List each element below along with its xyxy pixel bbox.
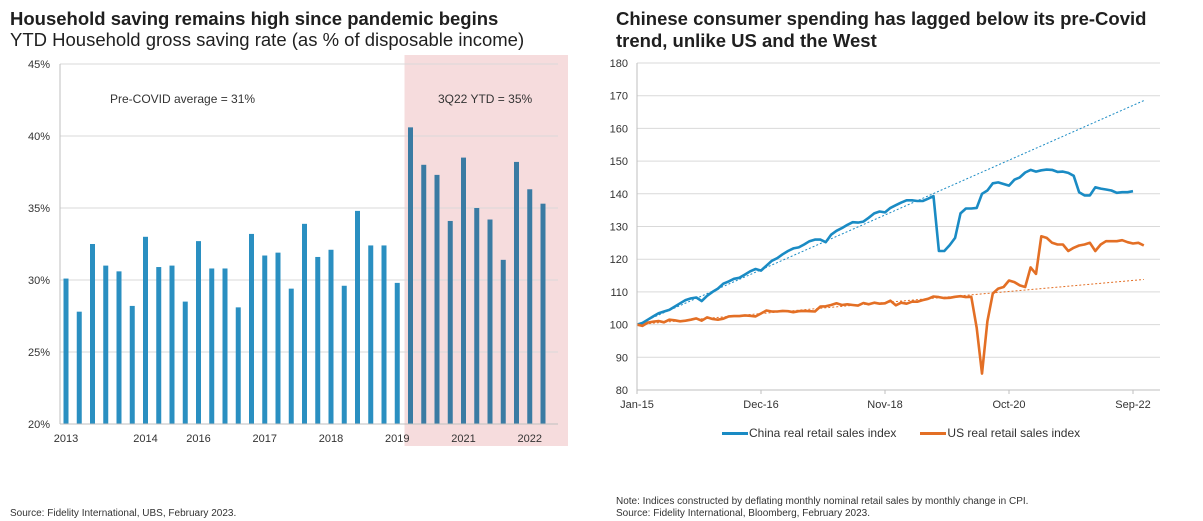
retail-sales-line-chart: 80 90 100 110 120 130 140 150 160 170 180 Jan-15 Dec… [610, 58, 1160, 411]
bar [408, 127, 413, 425]
x-tick-label: 2014 [133, 433, 157, 445]
bar [129, 305, 135, 424]
y-tick-label: 20% [28, 419, 50, 431]
bar [302, 223, 307, 424]
y-tick-label: 40% [28, 131, 50, 143]
bar [103, 265, 109, 424]
y-tick-label: 45% [28, 59, 50, 71]
x-tick-label: Nov-18 [867, 399, 902, 411]
y-tick-label: 100 [610, 320, 628, 332]
bar [275, 252, 281, 424]
bar [196, 241, 201, 424]
right-chart-title-line1: Chinese consumer spending has lagged bel… [616, 8, 1147, 29]
legend-swatch-us [920, 431, 947, 435]
y-tick-label: 160 [610, 123, 628, 135]
y-tick-label: 120 [610, 254, 628, 266]
bar [328, 249, 334, 424]
bar [434, 174, 440, 424]
bar [355, 210, 360, 424]
left-chart-subtitle: YTD Household gross saving rate (as % of… [10, 29, 525, 50]
legend-label-us: US real retail sales index [947, 426, 1081, 440]
legend-swatch-china [722, 431, 748, 435]
trend-line-china [636, 100, 1144, 326]
bar [487, 219, 493, 424]
bar [461, 157, 466, 424]
y-tick-label: 110 [610, 287, 628, 299]
bar [514, 161, 519, 425]
bar [381, 245, 387, 424]
bar [235, 307, 241, 424]
bar [540, 203, 546, 424]
x-tick-label: 2021 [451, 433, 475, 445]
bar [262, 255, 268, 424]
y-tick-label: 25% [28, 347, 50, 359]
x-tick-label: Jan-15 [620, 399, 654, 411]
y-tick-label: 30% [28, 275, 50, 287]
series-line-china [636, 168, 1134, 326]
x-tick-label: Dec-16 [743, 399, 778, 411]
x-tick-label: 2013 [54, 433, 78, 445]
bar [447, 220, 453, 424]
annotation-pre-covid-average: Pre-COVID average = 31% [110, 92, 255, 106]
bar [315, 256, 321, 424]
y-tick-label: 35% [28, 203, 50, 215]
bar [394, 282, 400, 424]
bar [368, 245, 374, 424]
x-tick-label: 2018 [319, 433, 343, 445]
bar [116, 271, 122, 424]
trend-line-us [636, 278, 1144, 326]
legend-item-china: China real retail sales index [722, 426, 896, 440]
bar [527, 189, 533, 424]
series-line-us [636, 235, 1145, 375]
bar [474, 208, 480, 424]
y-tick-label: 90 [616, 352, 628, 364]
x-tick-label: Oct-20 [992, 399, 1025, 411]
right-chart-title-line2: trend, unlike US and the West [616, 30, 877, 51]
legend-label-china: China real retail sales index [749, 426, 897, 440]
bar [156, 267, 162, 424]
bar [421, 164, 427, 425]
left-source-note: Source: Fidelity International, UBS, Feb… [10, 508, 237, 519]
y-tick-label: 80 [616, 385, 628, 397]
bar [63, 278, 69, 424]
bar [222, 268, 228, 424]
y-tick-label: 150 [610, 156, 628, 168]
chart-legend: China real retail sales index US real re… [722, 426, 1104, 440]
x-tick-label: 2017 [253, 433, 277, 445]
y-tick-label: 140 [610, 189, 628, 201]
x-tick-label: 2019 [385, 433, 409, 445]
y-tick-label: 180 [610, 58, 628, 70]
bar [90, 244, 95, 424]
y-tick-label: 170 [610, 91, 628, 103]
right-note: Note: Indices constructed by deflating m… [616, 496, 1029, 507]
legend-item-us: US real retail sales index [920, 426, 1080, 440]
bar [76, 311, 82, 424]
bar [288, 288, 294, 424]
bar [182, 301, 188, 424]
right-chart-title: Chinese consumer spending has lagged bel… [616, 8, 1146, 52]
x-tick-label: Sep-22 [1115, 399, 1150, 411]
bar [249, 233, 254, 424]
bar [169, 265, 175, 424]
bar [341, 285, 347, 424]
left-chart-title: Household saving remains high since pand… [10, 8, 499, 29]
x-tick-label: 2022 [518, 433, 542, 445]
bar [143, 236, 148, 424]
annotation-3q22-ytd: 3Q22 YTD = 35% [438, 92, 532, 106]
bar [500, 259, 506, 424]
x-tick-label: 2016 [186, 433, 210, 445]
y-tick-label: 130 [610, 222, 628, 234]
right-source-note: Source: Fidelity International, Bloomber… [616, 508, 871, 519]
saving-rate-bar-chart: 20% 25% 30% 35% 40% 45% 2013 2014 2016 2017 2018 20… [28, 55, 568, 446]
bar [209, 268, 215, 424]
